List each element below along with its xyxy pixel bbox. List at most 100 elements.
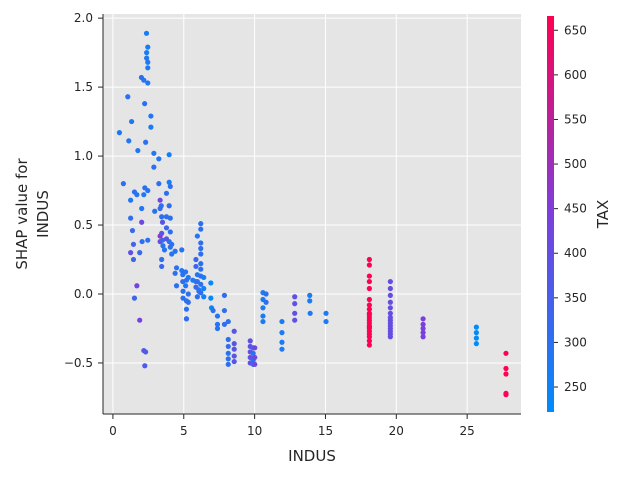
- data-point: [503, 350, 509, 356]
- data-point: [134, 192, 140, 198]
- data-point: [201, 294, 207, 300]
- data-point: [208, 280, 214, 286]
- plot-background: [103, 14, 521, 414]
- data-point: [141, 192, 147, 198]
- data-point: [142, 363, 148, 369]
- data-point: [179, 247, 185, 253]
- data-point: [198, 290, 204, 296]
- data-point: [279, 330, 285, 336]
- data-point: [145, 187, 151, 194]
- data-point: [198, 281, 204, 287]
- data-point: [260, 305, 266, 311]
- data-point: [221, 292, 228, 298]
- data-point: [137, 317, 143, 323]
- y-tick-label: 0.0: [74, 287, 93, 301]
- data-point: [156, 156, 162, 162]
- data-point: [214, 313, 221, 319]
- data-point: [247, 338, 253, 344]
- data-point: [158, 203, 164, 209]
- data-point: [252, 354, 258, 361]
- data-point: [292, 317, 298, 323]
- data-point: [167, 229, 173, 235]
- x-axis-title: INDUS: [288, 447, 336, 465]
- data-point: [193, 256, 199, 263]
- data-point: [193, 263, 199, 270]
- data-point: [210, 307, 216, 314]
- data-point: [503, 365, 509, 372]
- data-point: [194, 233, 200, 239]
- data-point: [172, 270, 178, 276]
- data-point: [231, 328, 237, 334]
- data-point: [152, 208, 158, 214]
- data-point: [166, 179, 172, 185]
- data-point: [387, 285, 393, 292]
- x-tick-label: 10: [247, 424, 262, 438]
- data-point: [366, 342, 372, 348]
- data-point: [420, 334, 426, 340]
- data-point: [159, 219, 166, 225]
- data-point: [198, 226, 204, 232]
- data-point: [366, 312, 372, 318]
- colorbar-tick-label: 300: [564, 335, 587, 349]
- data-point: [135, 147, 141, 154]
- y-tick-label: 2.0: [74, 11, 93, 25]
- points-layer: [116, 30, 509, 398]
- data-point: [231, 353, 237, 359]
- data-point: [292, 310, 298, 316]
- data-point: [151, 164, 157, 170]
- data-point: [279, 339, 285, 345]
- data-point: [160, 243, 166, 249]
- data-point: [159, 237, 166, 243]
- data-point: [134, 283, 140, 289]
- data-point: [387, 292, 393, 298]
- data-point: [225, 343, 231, 350]
- data-point: [366, 278, 372, 285]
- colorbar-tick-label: 500: [564, 157, 587, 171]
- plot-area: [103, 14, 521, 414]
- data-point: [128, 250, 134, 256]
- data-point: [420, 325, 426, 332]
- data-point: [279, 318, 285, 325]
- data-point: [231, 358, 237, 365]
- data-point: [166, 152, 172, 158]
- data-point: [201, 285, 207, 292]
- data-point: [323, 318, 329, 325]
- data-point: [252, 361, 258, 367]
- x-tick-label: 0: [109, 424, 117, 438]
- data-point: [173, 265, 180, 271]
- data-point: [143, 139, 149, 145]
- data-point: [141, 77, 147, 83]
- data-point: [387, 310, 393, 316]
- data-point: [198, 221, 204, 227]
- data-point: [120, 181, 127, 187]
- data-point: [167, 215, 173, 221]
- data-point: [387, 334, 393, 340]
- data-point: [420, 316, 426, 322]
- data-point: [231, 346, 237, 352]
- data-point: [473, 335, 479, 341]
- data-point: [142, 101, 148, 107]
- data-point: [263, 291, 269, 297]
- data-point: [198, 240, 204, 246]
- data-point: [366, 285, 372, 292]
- colorbar-tick-label: 600: [564, 68, 587, 82]
- data-point: [279, 346, 285, 352]
- data-point: [185, 291, 191, 297]
- data-point: [214, 321, 221, 327]
- data-point: [208, 295, 214, 301]
- x-tick-label: 15: [318, 424, 333, 438]
- colorbar-tick-label: 650: [564, 23, 587, 37]
- data-point: [144, 55, 150, 61]
- data-point: [307, 298, 313, 304]
- data-point: [163, 225, 170, 231]
- data-point: [198, 245, 204, 252]
- data-point: [159, 263, 165, 270]
- y-tick-label: 1.5: [74, 80, 93, 94]
- data-point: [159, 214, 165, 220]
- data-point: [214, 325, 221, 332]
- data-point: [366, 273, 372, 279]
- data-point: [129, 227, 136, 234]
- data-point: [323, 310, 329, 316]
- data-point: [225, 336, 231, 343]
